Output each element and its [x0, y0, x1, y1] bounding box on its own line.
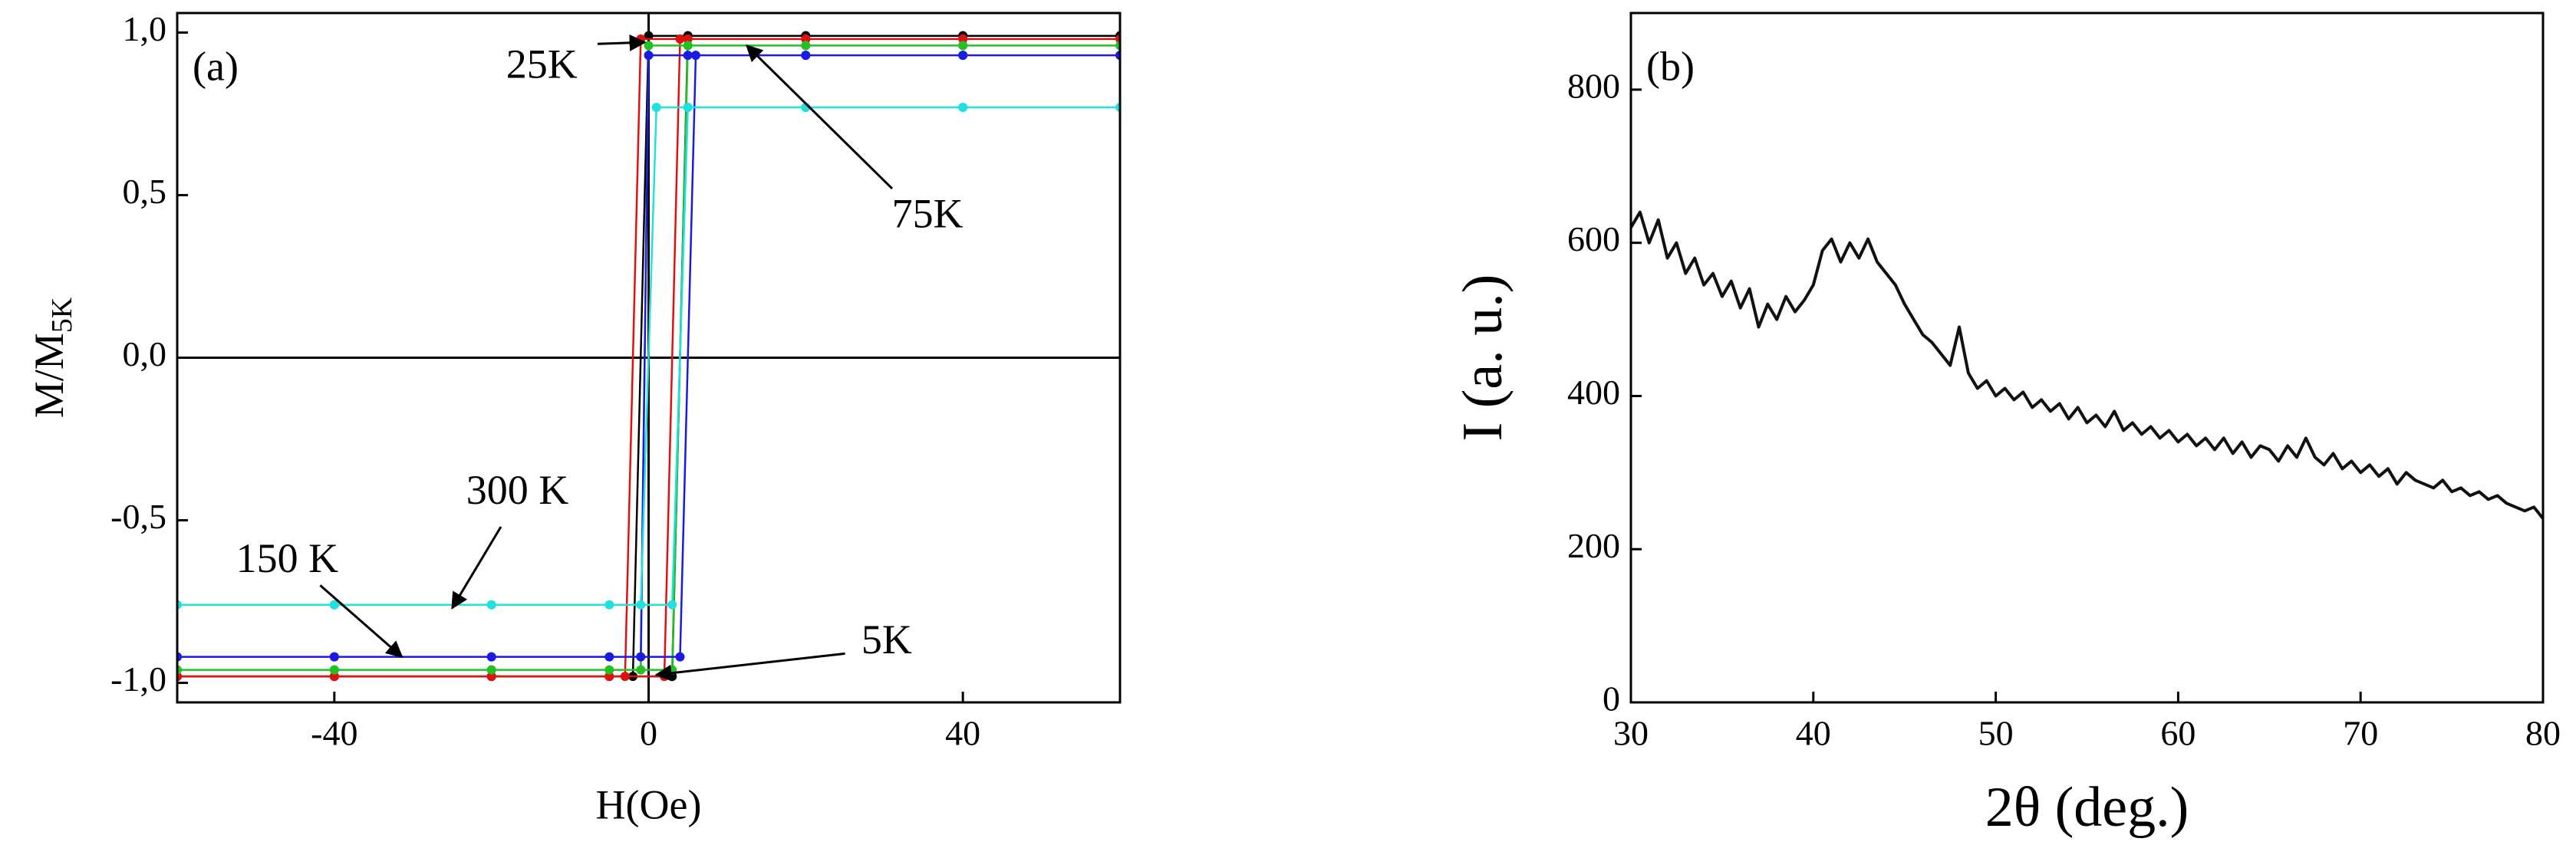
- y-axis-label-main: M/M: [26, 333, 72, 418]
- x-tick-label: 70: [2343, 714, 2378, 753]
- x-tick-label: 80: [2525, 714, 2561, 753]
- series-annotation: 25K: [506, 41, 578, 87]
- data-point: [958, 102, 968, 112]
- data-point: [958, 51, 968, 61]
- series-annotation: 150 K: [236, 535, 339, 581]
- y-tick-label: 200: [1567, 526, 1620, 565]
- plot-area: [1631, 210, 2543, 520]
- y-tick-label: 0,5: [123, 172, 167, 211]
- y-tick-label: 400: [1567, 373, 1620, 412]
- data-point: [683, 41, 693, 51]
- panel-label: (a): [193, 43, 239, 89]
- y-axis-label-subscript: 5K: [46, 298, 78, 333]
- data-point: [801, 41, 811, 51]
- data-point: [683, 34, 693, 44]
- x-tick-label: 40: [945, 714, 980, 753]
- series-annotation: 75K: [892, 191, 964, 237]
- data-point: [329, 665, 339, 675]
- y-axis-label: I (a. u.): [1451, 275, 1514, 442]
- x-tick-label: 0: [640, 714, 657, 753]
- panel-label: (b): [1646, 43, 1695, 89]
- y-tick-label: 1,0: [123, 9, 167, 48]
- series-line: [177, 54, 1120, 658]
- series-line: [177, 38, 1120, 678]
- data-point: [644, 51, 654, 61]
- annotation-arrow: [745, 44, 894, 190]
- data-point: [651, 102, 661, 112]
- annotation-arrow: [597, 34, 647, 51]
- data-point: [604, 672, 614, 682]
- y-tick-label: 0,0: [123, 334, 167, 373]
- annotation-arrow: [654, 652, 845, 682]
- y-tick-label: -1,0: [110, 659, 166, 699]
- y-axis-label: M/M5K: [26, 298, 77, 418]
- y-tick-label: 0: [1603, 679, 1620, 718]
- data-point: [683, 102, 693, 112]
- y-tick-label: 800: [1567, 66, 1620, 105]
- plot-frame: [1629, 12, 2545, 704]
- annotation-arrow: [451, 526, 502, 610]
- x-tick-label: 60: [2160, 714, 2196, 753]
- series-annotation: 5K: [861, 616, 912, 663]
- plot-frame: [176, 12, 1122, 704]
- data-point: [604, 600, 614, 610]
- annotation-arrow: [319, 584, 404, 659]
- data-point: [620, 672, 630, 682]
- x-tick-label: 40: [1796, 714, 1831, 753]
- data-point: [644, 41, 654, 51]
- series-line: [1631, 210, 2543, 520]
- series-annotation: 300 K: [466, 467, 569, 513]
- data-point: [604, 665, 614, 675]
- data-point: [604, 652, 614, 662]
- data-point: [801, 34, 811, 44]
- data-point: [329, 652, 339, 662]
- x-axis-label: H(Oe): [596, 781, 702, 827]
- data-point: [329, 672, 339, 682]
- x-axis-label: 2θ (deg.): [1985, 776, 2189, 839]
- data-point: [958, 34, 968, 44]
- data-point: [486, 665, 496, 675]
- y-axis-label-main: I (a. u.): [1451, 275, 1514, 442]
- x-tick-label: -40: [311, 714, 357, 753]
- data-point: [801, 51, 811, 61]
- data-point: [486, 600, 496, 610]
- chart: -40 0 40 -1,0 -0,5 0,0 0,5 1,0 5K 25K 75K 150 K 300 …: [26, 9, 1122, 827]
- data-point: [675, 34, 685, 44]
- data-point: [329, 600, 339, 610]
- y-tick-label: 600: [1567, 219, 1620, 258]
- x-tick-label: 30: [1613, 714, 1649, 753]
- data-point: [958, 41, 968, 51]
- data-point: [636, 600, 646, 610]
- y-tick-label: -0,5: [110, 497, 166, 536]
- data-point: [683, 51, 693, 61]
- data-point: [690, 51, 700, 61]
- series-line: [177, 106, 1120, 607]
- data-point: [636, 665, 646, 675]
- plot-area: [177, 31, 1120, 682]
- series-line: [177, 44, 1120, 671]
- data-point: [675, 652, 685, 662]
- data-point: [486, 672, 496, 682]
- data-point: [636, 652, 646, 662]
- x-tick-label: 50: [1978, 714, 2014, 753]
- data-point: [667, 600, 677, 610]
- data-point: [486, 652, 496, 662]
